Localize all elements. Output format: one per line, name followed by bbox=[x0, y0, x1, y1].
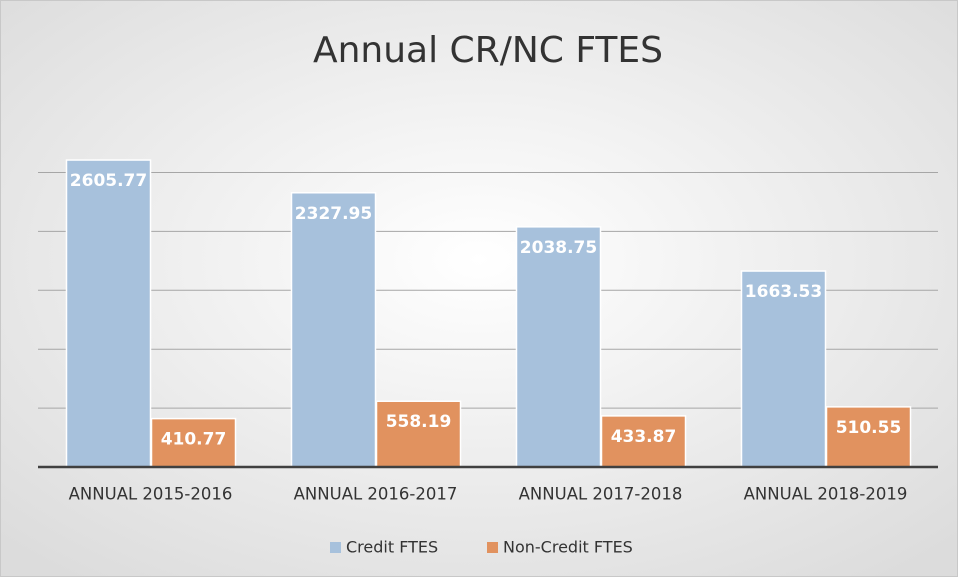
value-label: 1663.53 bbox=[745, 282, 822, 302]
bar bbox=[375, 400, 462, 468]
x-tick-label: ANNUAL 2015-2016 bbox=[69, 485, 233, 504]
legend-label: Credit FTES bbox=[346, 538, 438, 557]
bar bbox=[150, 417, 237, 468]
bar bbox=[740, 270, 827, 468]
legend-swatch bbox=[487, 542, 498, 553]
bar bbox=[290, 192, 377, 468]
value-label: 510.55 bbox=[836, 418, 902, 438]
x-tick-label: ANNUAL 2016-2017 bbox=[294, 485, 458, 504]
x-tick-label: ANNUAL 2018-2019 bbox=[744, 485, 908, 504]
value-label: 2605.77 bbox=[70, 171, 147, 191]
chart-title: Annual CR/NC FTES bbox=[313, 30, 663, 71]
value-label: 410.77 bbox=[161, 430, 227, 450]
value-label: 558.19 bbox=[386, 412, 452, 432]
bar bbox=[65, 159, 152, 468]
bar bbox=[515, 226, 602, 468]
value-label: 433.87 bbox=[611, 427, 677, 447]
x-tick-label: ANNUAL 2017-2018 bbox=[519, 485, 683, 504]
value-label: 2327.95 bbox=[295, 204, 372, 224]
bar bbox=[825, 406, 912, 468]
value-label: 2038.75 bbox=[520, 238, 597, 258]
legend-label: Non-Credit FTES bbox=[503, 538, 633, 557]
legend-swatch bbox=[330, 542, 341, 553]
bar bbox=[600, 415, 687, 468]
